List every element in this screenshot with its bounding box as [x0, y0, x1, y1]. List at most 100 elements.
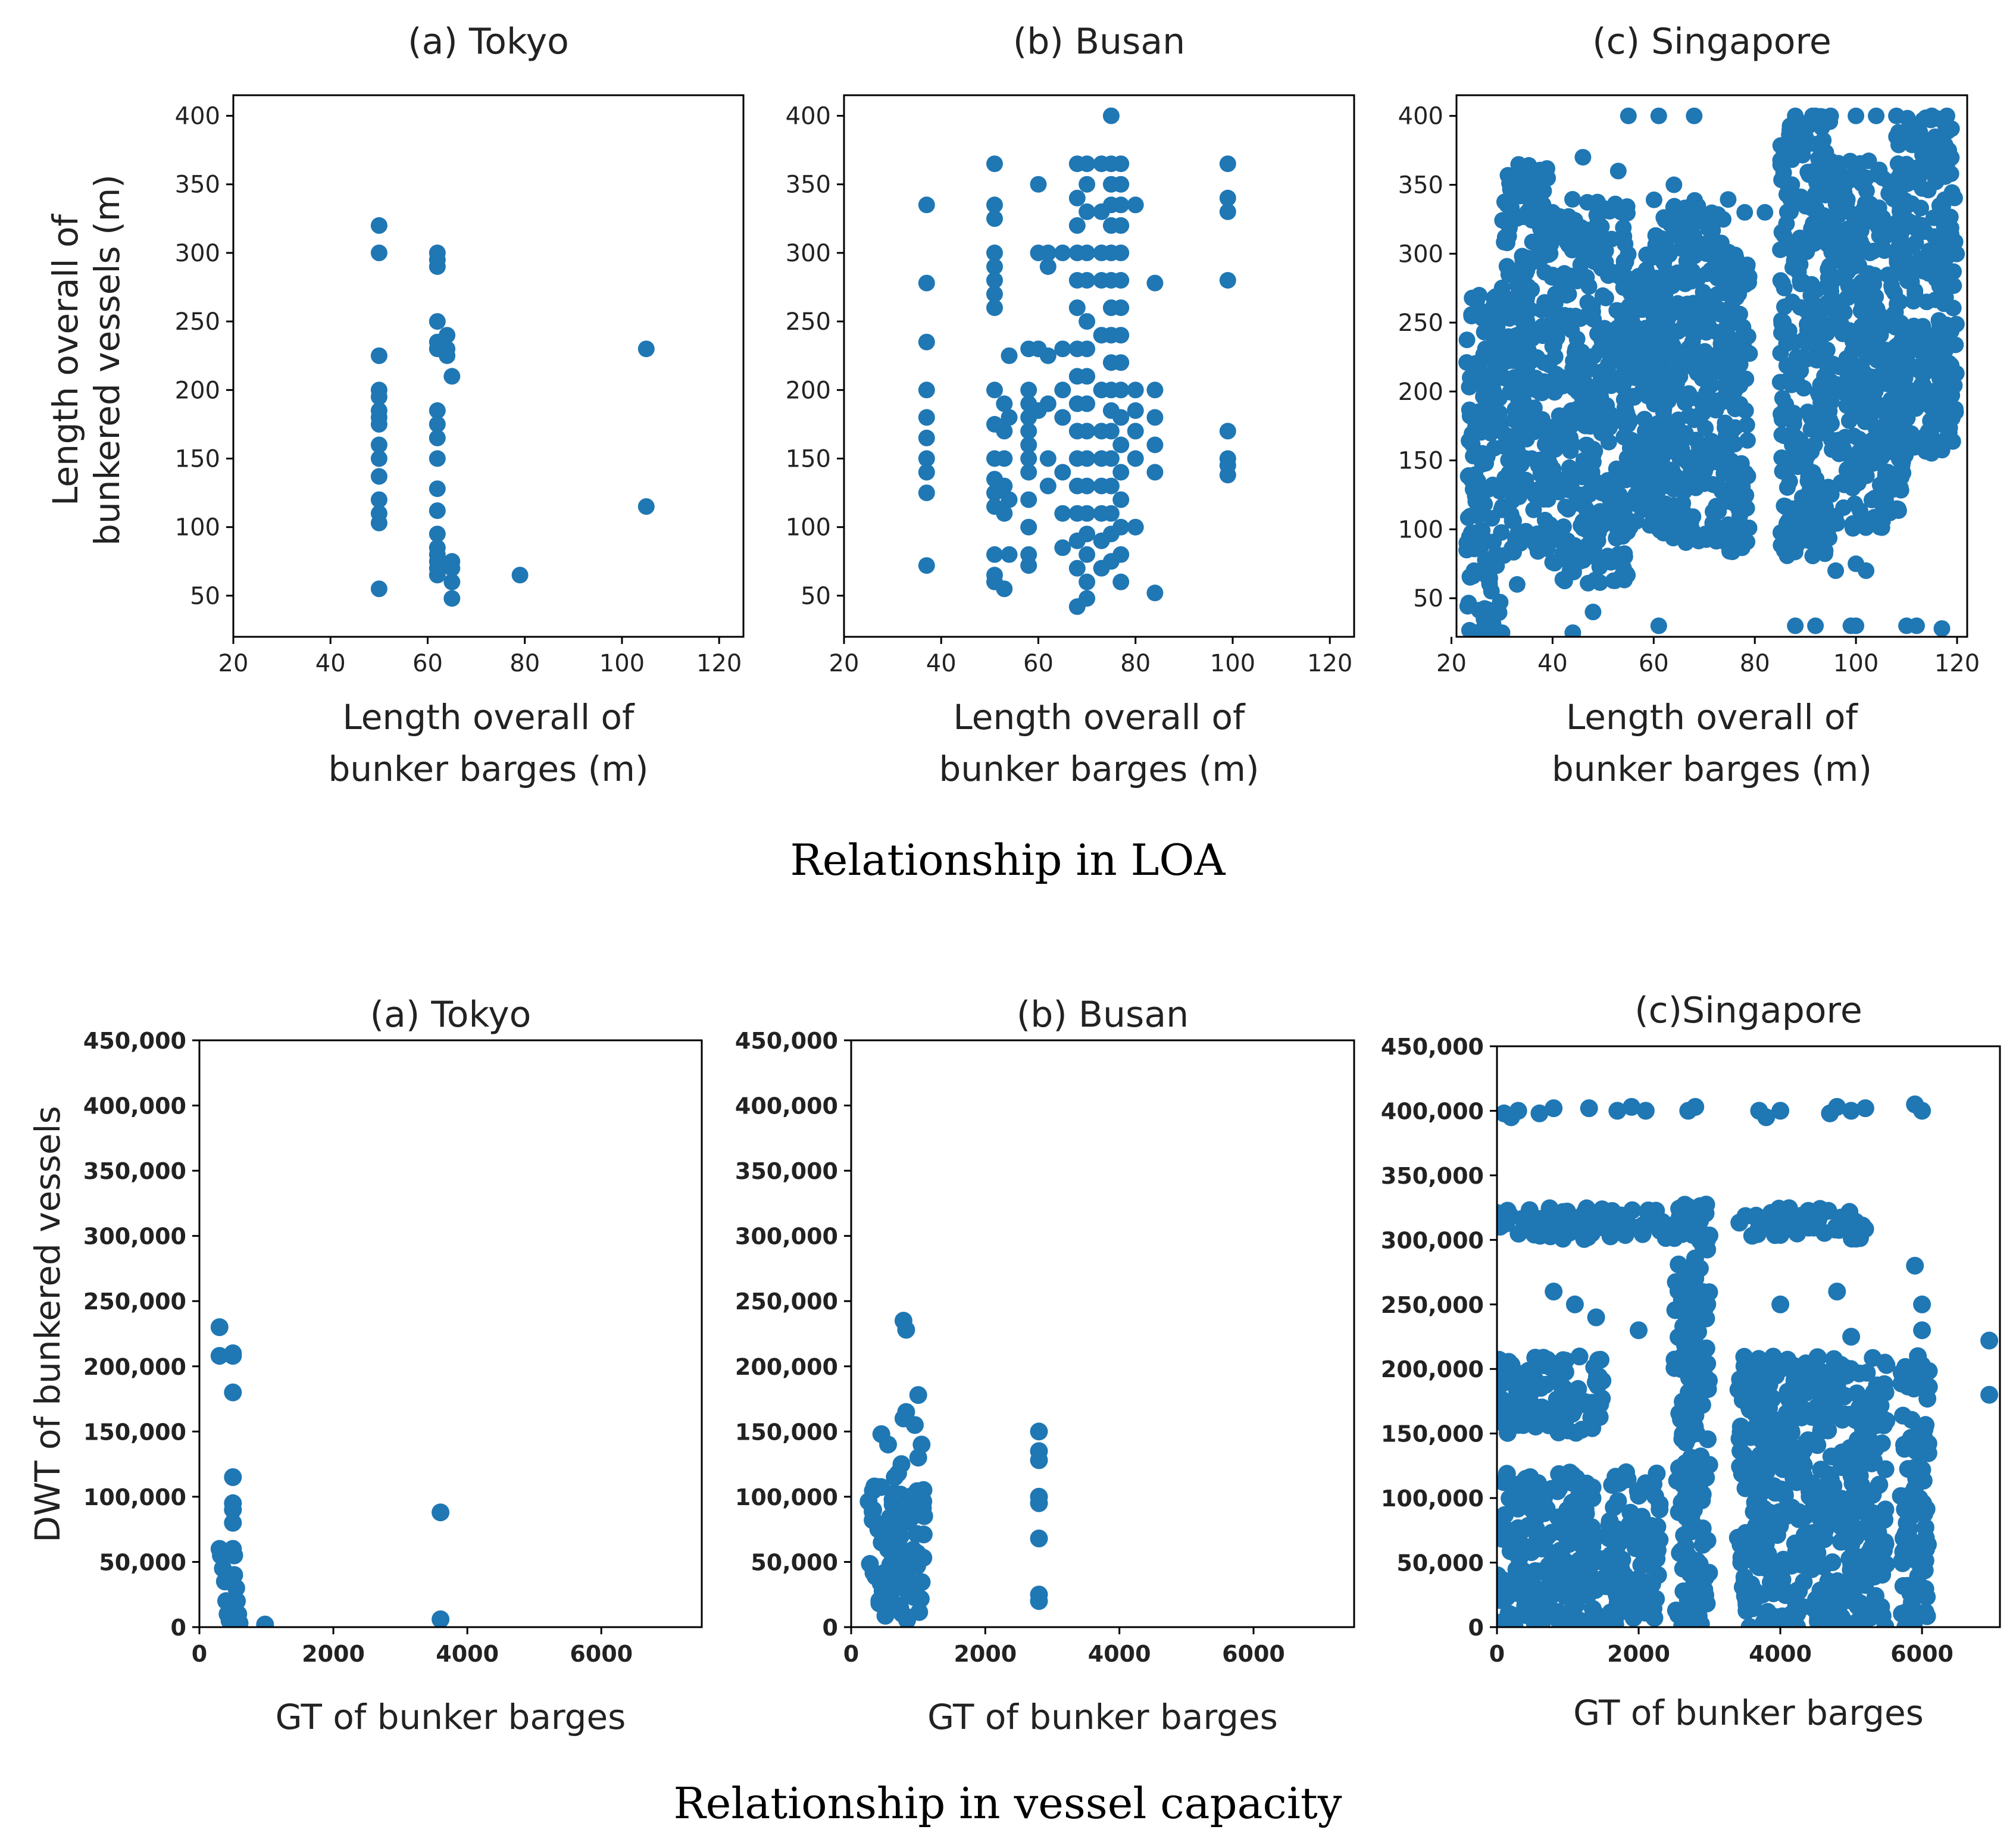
- scatter-point: [1030, 1592, 1048, 1610]
- scatter-point: [1737, 370, 1755, 387]
- scatter-point: [1579, 506, 1596, 523]
- scatter-point: [1551, 530, 1568, 547]
- scatter-point: [1945, 263, 1962, 280]
- scatter-point: [1787, 617, 1804, 634]
- scatter-point: [1565, 564, 1582, 581]
- scatter-point: [1462, 369, 1479, 386]
- scatter-point: [1534, 1349, 1552, 1367]
- scatter-point: [1820, 1606, 1839, 1625]
- scatter-point: [996, 395, 1013, 412]
- scatter-point: [1665, 1359, 1684, 1377]
- scatter-point: [1112, 464, 1130, 481]
- scatter-point: [256, 1615, 274, 1627]
- scatter-point: [1621, 344, 1638, 361]
- scatter-point: [897, 1403, 915, 1421]
- scatter-point: [881, 1564, 899, 1582]
- scatter-point: [1852, 1500, 1871, 1519]
- y-tick-label: 100,000: [1381, 1485, 1484, 1512]
- x-tick-label: 20: [1436, 650, 1467, 677]
- scatter-point: [1773, 1608, 1791, 1627]
- scatter-point: [1079, 244, 1096, 261]
- y-tick-label: 50: [190, 583, 220, 610]
- scatter-point: [986, 299, 1003, 317]
- scatter-point: [429, 402, 446, 419]
- scatter-point: [1690, 533, 1707, 550]
- scatter-point: [1039, 395, 1057, 412]
- plot-frame: [198, 1039, 703, 1628]
- scatter-point: [1146, 381, 1164, 399]
- scatter-point: [1676, 317, 1693, 334]
- scatter-point: [1863, 492, 1880, 509]
- scatter-point: [1910, 358, 1927, 375]
- scatter-point: [1788, 1618, 1806, 1627]
- scatter-point: [1823, 1553, 1842, 1571]
- scatter-point: [429, 415, 446, 433]
- scatter-point: [1690, 1355, 1709, 1374]
- scatter-point: [1030, 1494, 1048, 1512]
- scatter-point: [1761, 1503, 1779, 1522]
- scatter-point: [1523, 1566, 1542, 1585]
- scatter-point: [1793, 1598, 1812, 1616]
- scatter-point: [1923, 135, 1940, 152]
- scatter-point: [1499, 234, 1515, 252]
- scatter-point: [1596, 1577, 1615, 1596]
- scatter-point: [1570, 1488, 1588, 1506]
- scatter-point: [429, 526, 446, 543]
- scatter-point: [1674, 1476, 1692, 1494]
- scatter-point: [1827, 293, 1844, 309]
- scatter-point: [986, 196, 1003, 214]
- scatter-point: [1735, 345, 1752, 362]
- scatter-point: [443, 368, 461, 385]
- scatter-point: [986, 272, 1003, 289]
- scatter-point: [1079, 477, 1096, 495]
- scatter-point: [1574, 1613, 1593, 1627]
- scatter-point: [1102, 423, 1120, 440]
- y-tick-label: 300,000: [83, 1224, 186, 1250]
- scatter-point: [1079, 395, 1096, 412]
- scatter-point: [1079, 526, 1096, 543]
- section-title-loa: Relationship in LOA: [790, 835, 1226, 885]
- scatter-point: [907, 1525, 926, 1543]
- y-tick-label: 0: [171, 1615, 186, 1641]
- scatter-point: [1577, 521, 1594, 538]
- scatter-point: [918, 409, 935, 426]
- scatter-point: [1665, 530, 1682, 547]
- scatter-point: [1740, 1618, 1759, 1627]
- scatter-point: [1731, 396, 1749, 413]
- scatter-point: [1497, 1214, 1515, 1233]
- scatter-point: [1556, 1363, 1574, 1381]
- scatter-point: [1068, 299, 1086, 317]
- scatter-point: [1112, 354, 1130, 371]
- scatter-point: [1732, 459, 1749, 477]
- scatter-point: [1681, 1518, 1700, 1536]
- scatter-point: [224, 1347, 242, 1365]
- scatter-point: [1743, 1535, 1762, 1553]
- x-tick-label: 2000: [302, 1641, 365, 1667]
- scatter-point: [1870, 1476, 1888, 1494]
- x-tick-label: 60: [1639, 650, 1669, 677]
- scatter-point: [1736, 204, 1754, 221]
- scatter-point: [1591, 400, 1608, 417]
- scatter-point: [1030, 1451, 1048, 1469]
- ylabel-loa-line1: Length overall of: [45, 213, 86, 506]
- scatter-point: [1772, 1480, 1790, 1499]
- scatter-point: [1772, 1555, 1790, 1573]
- scatter-point: [1849, 1446, 1867, 1464]
- scatter-point: [1686, 1269, 1705, 1288]
- scatter-point: [1902, 267, 1919, 284]
- scatter-point: [429, 502, 446, 520]
- scatter-point: [1581, 486, 1598, 503]
- scatter-point: [1858, 467, 1875, 484]
- scatter-point: [370, 347, 387, 364]
- scatter-point: [1550, 1607, 1568, 1626]
- scatter-point: [1894, 1406, 1912, 1425]
- scatter-point: [1805, 234, 1822, 252]
- scatter-point: [1829, 515, 1846, 532]
- scatter-point: [1496, 470, 1514, 487]
- scatter-point: [1740, 1399, 1759, 1418]
- scatter-point: [1648, 1541, 1667, 1559]
- scatter-point: [1112, 155, 1130, 173]
- scatter-point: [443, 573, 461, 590]
- scatter-point: [869, 1520, 887, 1538]
- scatter-point: [1848, 374, 1865, 391]
